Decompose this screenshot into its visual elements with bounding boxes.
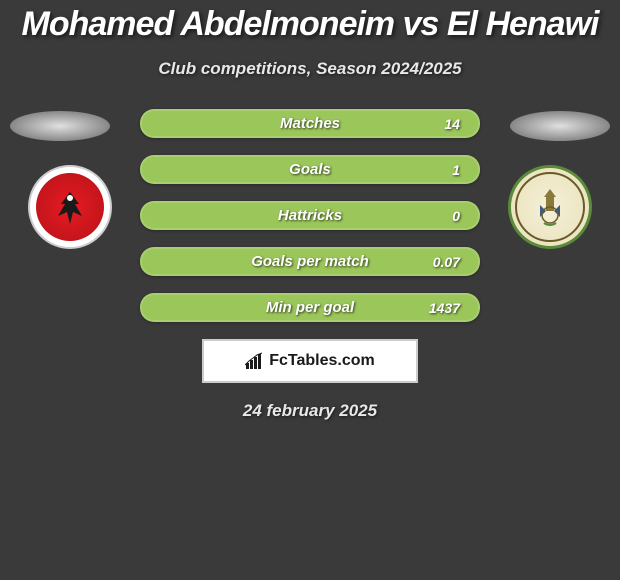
stats-rows: Matches 14 Goals 1 Hattricks 0 Goals per… <box>140 109 480 322</box>
competition-subtitle: Club competitions, Season 2024/2025 <box>0 59 620 79</box>
stat-label: Hattricks <box>278 207 342 224</box>
stat-value: 1437 <box>429 300 460 316</box>
stat-row-hattricks: Hattricks 0 <box>140 201 480 230</box>
player-left-photo-placeholder <box>10 111 110 141</box>
player-right-photo-placeholder <box>510 111 610 141</box>
stat-row-matches: Matches 14 <box>140 109 480 138</box>
stats-area: Matches 14 Goals 1 Hattricks 0 Goals per… <box>0 109 620 421</box>
haras-el-hodood-badge-icon <box>515 172 585 242</box>
stat-row-goals: Goals 1 <box>140 155 480 184</box>
stat-label: Matches <box>280 115 340 132</box>
comparison-title: Mohamed Abdelmoneim vs El Henawi <box>0 5 620 44</box>
team-badge-right <box>508 165 592 249</box>
stat-label: Goals <box>289 161 331 178</box>
stat-value: 14 <box>444 116 460 132</box>
stat-row-gpm: Goals per match 0.07 <box>140 247 480 276</box>
branding-label: FcTables.com <box>269 352 375 370</box>
branding-box: FcTables.com <box>202 339 418 383</box>
snapshot-date: 24 february 2025 <box>10 401 610 421</box>
stat-value: 1 <box>452 162 460 178</box>
stat-value: 0 <box>452 208 460 224</box>
bar-chart-icon <box>245 352 263 370</box>
al-ahly-badge-icon <box>36 173 104 241</box>
stat-label: Goals per match <box>251 253 369 270</box>
team-badge-left <box>28 165 112 249</box>
stat-value: 0.07 <box>433 254 460 270</box>
stat-label: Min per goal <box>266 299 354 316</box>
stat-row-mpg: Min per goal 1437 <box>140 293 480 322</box>
